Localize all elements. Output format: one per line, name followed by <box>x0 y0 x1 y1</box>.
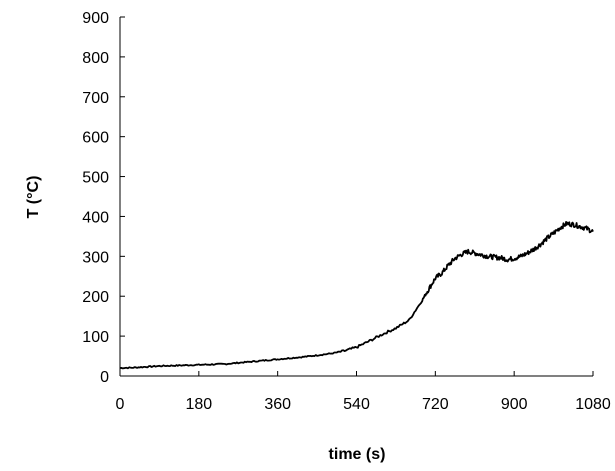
x-tick-label: 1080 <box>575 396 611 413</box>
plot-area: 0 100 200 300 400 500 600 700 800 900 0 180 360 540 7… <box>82 10 611 413</box>
y-tick-label: 900 <box>82 10 109 27</box>
y-tick-label: 200 <box>82 289 109 306</box>
y-tick-label: 700 <box>82 90 109 107</box>
x-axis-title: time (s) <box>329 446 386 463</box>
y-tick-label: 0 <box>100 369 109 386</box>
y-tick-label: 100 <box>82 329 109 346</box>
x-tick-label: 720 <box>422 396 449 413</box>
y-ticks: 0 100 200 300 400 500 600 700 800 900 <box>82 10 125 386</box>
x-tick-label: 0 <box>116 396 125 413</box>
y-tick-label: 500 <box>82 170 109 187</box>
y-tick-label: 400 <box>82 209 109 226</box>
y-tick-label: 800 <box>82 50 109 67</box>
x-ticks: 0 180 360 540 720 900 1080 <box>116 371 611 413</box>
x-tick-label: 540 <box>343 396 370 413</box>
y-axis-title: T (°C) <box>25 176 42 219</box>
y-tick-label: 300 <box>82 249 109 266</box>
x-tick-label: 900 <box>501 396 528 413</box>
y-tick-label: 600 <box>82 130 109 147</box>
x-tick-label: 180 <box>185 396 212 413</box>
x-tick-label: 360 <box>264 396 291 413</box>
temperature-series-line <box>119 221 594 370</box>
